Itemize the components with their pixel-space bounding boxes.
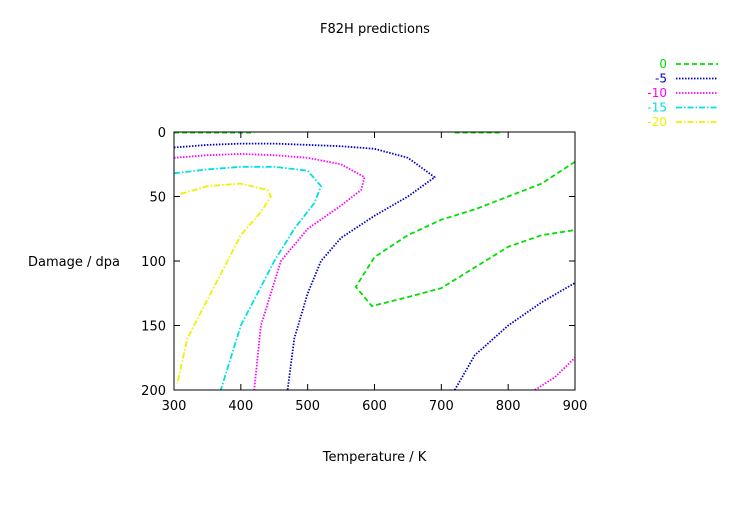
contour-1-segment-0: [173, 142, 436, 391]
y-tick-label-2: 100: [141, 255, 166, 270]
y-tick-label-3: 150: [141, 320, 166, 335]
y-tick-label-1: 50: [149, 191, 166, 206]
chart-title: F82H predictions: [320, 22, 430, 37]
legend: 0-5-10-15-20: [647, 57, 718, 129]
series-layer: [173, 131, 576, 391]
legend-label-2: -10: [647, 86, 667, 100]
legend-label-1: -5: [655, 72, 667, 86]
x-tick-label-0: 300: [162, 399, 187, 414]
plot-frame: [173, 131, 576, 391]
y-tick-label-4: 200: [141, 384, 166, 399]
contour-3-segment-0: [173, 165, 322, 391]
legend-label-3: -15: [647, 101, 667, 115]
x-tick-label-4: 700: [429, 399, 454, 414]
contour-4-segment-0: [176, 182, 272, 384]
x-axis-label: Temperature / K: [322, 450, 427, 465]
x-tick-label-1: 400: [228, 399, 253, 414]
ticks-layer: 300 400 500 600 700 800 900 0 50 100 150 200: [141, 126, 587, 414]
x-tick-label-3: 600: [362, 399, 387, 414]
y-tick-label-0: 0: [158, 126, 166, 141]
contour-2-segment-1: [534, 357, 576, 391]
x-tick-label-5: 800: [496, 399, 521, 414]
x-tick-label-2: 500: [295, 399, 320, 414]
legend-label-4: -20: [647, 115, 667, 129]
legend-label-0: 0: [659, 57, 667, 71]
x-tick-label-6: 900: [563, 399, 588, 414]
contour-1-segment-1: [453, 282, 576, 391]
contour-0-segment-2: [354, 160, 576, 307]
y-axis-label: Damage / dpa: [28, 255, 120, 270]
contour-2-segment-0: [173, 153, 366, 391]
